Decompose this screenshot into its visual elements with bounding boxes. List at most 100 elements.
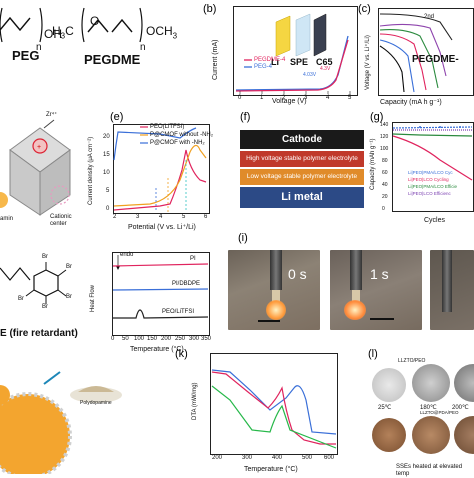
llzto-peo-label: LLZTO/PEO [398, 358, 426, 364]
curve-peolitfsi: PEO/LiTFSI [162, 309, 195, 315]
b-xtick: 1 [260, 95, 264, 101]
temp-180: 180℃ [420, 405, 437, 411]
e-ytick: 20 [103, 134, 110, 140]
g-legend-item: Li|PEO|LCO Efficienc [408, 191, 451, 196]
h-xtick: 50 [122, 336, 129, 342]
g-ytick: 120 [380, 134, 389, 140]
layer-cathode: Cathode [240, 130, 364, 149]
br-label: Br [66, 264, 72, 270]
h-xtick: 0 [111, 336, 115, 342]
curve-pi: PI [190, 256, 196, 262]
pegdme-label: PEGDME [84, 52, 141, 67]
g-ytick: 0 [382, 206, 385, 212]
panel-f-label: (f) [240, 111, 251, 123]
b-xtick: 5 [348, 95, 352, 101]
fire-retardant-label: E (fire retardant) [0, 328, 78, 339]
photo-third [430, 250, 474, 330]
g-ytick: 140 [380, 122, 389, 128]
h-xtick: 300 [189, 336, 200, 342]
legend-pegdme4: PEGDME-4 [254, 57, 286, 63]
panel-g-label: (g) [370, 111, 384, 123]
panel-h-xlabel: Temperature (°C) [130, 346, 184, 353]
b-xtick: 0 [238, 95, 242, 101]
curve-2nd: 2nd [424, 14, 435, 20]
br-label: Br [42, 254, 48, 260]
legend-pcmof-without: P@CMOF without -NH₂ [150, 132, 214, 138]
panel-b-label: (b) [203, 3, 217, 15]
panel-b-frame [233, 6, 358, 96]
value-43: 4.3V [320, 66, 331, 72]
br-label: Br [66, 294, 72, 300]
polydopamine-label: Polydopamine [80, 400, 112, 406]
h-xtick: 100 [134, 336, 145, 342]
e-ytick: 0 [106, 206, 110, 212]
legend-peg4: PEG-4 [254, 64, 273, 70]
temp-25: 25℃ [378, 405, 392, 411]
panel-c-legend: PEGDME- [412, 54, 459, 65]
panel-e-xlabel: Potential (V vs. Li⁺/Li) [128, 224, 196, 231]
g-ytick: 100 [380, 146, 389, 152]
panel-i-label: (i) [238, 232, 248, 244]
photo-0s: 0 s [228, 250, 320, 330]
h-xtick: 350 [201, 336, 212, 342]
br-label: Br [18, 296, 24, 302]
value-403: 4.03V [303, 72, 317, 78]
panel-l-caption: SSEs heated at elevated temp [396, 464, 463, 477]
k-xtick: 300 [242, 455, 253, 461]
layer-li-metal: Li metal [240, 187, 364, 208]
e-xtick: 2 [113, 214, 117, 220]
peg-n: n [36, 42, 42, 53]
h-xtick: 200 [161, 336, 172, 342]
e-xtick: 4 [159, 214, 163, 220]
e-xtick: 5 [182, 214, 186, 220]
panel-g-xlabel: Cycles [424, 217, 446, 224]
panel-k-xlabel: Temperature (°C) [244, 466, 298, 473]
e-xtick: 3 [136, 214, 140, 220]
inset-li: Li [271, 57, 279, 67]
panel-c-xlabel: Capacity (mA h g⁻¹) [380, 99, 442, 106]
panel-k-label: (k) [175, 348, 188, 360]
disc-bottom-180c [412, 416, 450, 454]
inset-c65: C65 [316, 57, 333, 67]
layer-low-voltage: Low voltage stable polymer electrolyte [240, 169, 364, 185]
peg-oh: OH [44, 27, 62, 41]
amin-label: amin [0, 216, 14, 222]
br-label: Br [42, 304, 48, 310]
photo-1s: 1 s [330, 250, 422, 330]
zr-label: Zr⁴⁺ [46, 112, 58, 118]
disc-top-200c [454, 364, 474, 402]
cationic-label: Cationic center [50, 214, 72, 227]
h-xtick: 250 [175, 336, 186, 342]
disc-top-25c [372, 368, 406, 402]
panel-k-ylabel: DTA (mW/mg) [192, 382, 198, 420]
panel-g-frame [392, 122, 474, 212]
layer-high-voltage: High voltage stable polymer electrolyte [240, 151, 364, 167]
k-xtick: 500 [302, 455, 313, 461]
h-xtick: 150 [147, 336, 158, 342]
e-ytick: 10 [103, 170, 110, 176]
k-xtick: 400 [272, 455, 283, 461]
curve-pidbdpe: PI/DBDPE [172, 281, 201, 287]
panel-l-label: (l) [368, 348, 378, 360]
endo-label: endo [120, 252, 134, 258]
disc-bottom-25c [372, 418, 406, 452]
e-ytick: 5 [106, 188, 110, 194]
panel-b-xlabel: Voltage (V) [272, 98, 307, 105]
time-1s: 1 s [370, 266, 389, 282]
panel-e-frame [113, 124, 210, 214]
llzto-pda-label: LLZTO@PDA/PEO [420, 410, 459, 415]
b-xtick: 3 [304, 95, 308, 101]
g-ytick: 80 [382, 158, 388, 164]
pegdme-och3: OCH3 [146, 24, 178, 41]
g-ytick: 60 [382, 170, 388, 176]
panel-c-label: (c) [358, 3, 371, 15]
k-xtick: 200 [212, 455, 223, 461]
b-xtick: 2 [282, 95, 286, 101]
